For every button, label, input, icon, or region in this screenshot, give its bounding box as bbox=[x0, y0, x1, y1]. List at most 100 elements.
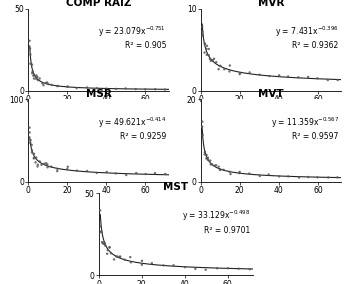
Point bbox=[31, 155, 37, 160]
Title: MVT: MVT bbox=[258, 89, 284, 99]
Point bbox=[199, 124, 205, 129]
Point bbox=[257, 72, 262, 77]
Point bbox=[55, 84, 61, 88]
Point bbox=[213, 60, 219, 64]
Point bbox=[37, 76, 43, 81]
Point bbox=[31, 151, 37, 156]
Point bbox=[29, 143, 34, 147]
Point bbox=[221, 168, 226, 172]
Point bbox=[31, 156, 37, 161]
Point bbox=[98, 230, 104, 234]
Point bbox=[105, 248, 111, 252]
Point bbox=[44, 80, 50, 85]
Point bbox=[204, 43, 210, 48]
Point bbox=[200, 119, 205, 124]
Point bbox=[162, 87, 168, 92]
Point bbox=[206, 53, 212, 57]
Point bbox=[209, 162, 215, 167]
Point bbox=[211, 57, 217, 61]
Point bbox=[204, 53, 210, 57]
Point bbox=[113, 87, 119, 91]
Point bbox=[202, 41, 208, 46]
Point bbox=[296, 175, 302, 180]
Point bbox=[208, 162, 214, 167]
Point bbox=[34, 75, 40, 79]
Point bbox=[55, 169, 60, 173]
Point bbox=[108, 251, 114, 256]
Point bbox=[217, 64, 222, 68]
Point bbox=[98, 224, 103, 229]
Title: MSR: MSR bbox=[86, 89, 112, 99]
Point bbox=[204, 153, 209, 157]
Point bbox=[216, 164, 221, 169]
Point bbox=[207, 57, 213, 61]
Point bbox=[45, 82, 51, 86]
Point bbox=[202, 50, 207, 55]
Point bbox=[122, 257, 127, 262]
Point bbox=[30, 69, 36, 74]
Point bbox=[236, 266, 241, 271]
Point bbox=[113, 254, 119, 259]
Point bbox=[27, 46, 33, 51]
Point bbox=[207, 158, 213, 163]
Point bbox=[208, 59, 214, 63]
Point bbox=[162, 172, 168, 176]
Title: COMP RAIZ: COMP RAIZ bbox=[66, 0, 131, 8]
Point bbox=[27, 39, 32, 43]
Point bbox=[99, 229, 104, 234]
Point bbox=[33, 160, 38, 165]
Point bbox=[143, 87, 148, 92]
Point bbox=[221, 67, 227, 72]
Point bbox=[218, 167, 223, 172]
Point bbox=[104, 251, 110, 256]
Point bbox=[124, 173, 129, 177]
Point bbox=[200, 33, 205, 37]
Point bbox=[225, 266, 231, 271]
Point bbox=[296, 75, 301, 80]
Point bbox=[104, 170, 109, 174]
Point bbox=[27, 130, 32, 135]
Point bbox=[49, 164, 54, 169]
Point bbox=[40, 83, 46, 87]
Point bbox=[43, 161, 49, 166]
Point bbox=[27, 125, 32, 130]
Point bbox=[206, 47, 212, 51]
Point bbox=[276, 73, 282, 78]
Point bbox=[203, 268, 208, 272]
Point bbox=[267, 74, 272, 78]
Point bbox=[39, 162, 44, 167]
Point bbox=[285, 174, 291, 179]
Point bbox=[205, 156, 211, 160]
Title: MVR: MVR bbox=[258, 0, 284, 8]
Point bbox=[94, 86, 100, 91]
Point bbox=[199, 24, 205, 29]
Point bbox=[203, 156, 209, 161]
Text: R² = 0.9701: R² = 0.9701 bbox=[204, 226, 250, 235]
Point bbox=[65, 164, 71, 169]
Point bbox=[152, 171, 158, 175]
Point bbox=[276, 174, 282, 179]
Point bbox=[237, 170, 243, 174]
Point bbox=[54, 84, 60, 88]
Point bbox=[200, 33, 205, 38]
Point bbox=[200, 133, 206, 137]
Text: R² = 0.9259: R² = 0.9259 bbox=[120, 132, 166, 141]
Point bbox=[202, 150, 208, 154]
Point bbox=[117, 255, 122, 259]
Point bbox=[102, 241, 107, 245]
Point bbox=[99, 240, 105, 245]
Point bbox=[128, 260, 134, 265]
Point bbox=[31, 74, 36, 78]
Point bbox=[139, 262, 145, 267]
Point bbox=[127, 255, 133, 259]
Point bbox=[202, 150, 208, 154]
Point bbox=[199, 125, 205, 129]
Point bbox=[182, 265, 188, 270]
Point bbox=[202, 41, 208, 46]
Point bbox=[246, 171, 252, 176]
Point bbox=[161, 263, 166, 268]
Point bbox=[27, 52, 33, 57]
Point bbox=[31, 73, 37, 77]
Point bbox=[237, 71, 243, 76]
Point bbox=[29, 150, 35, 155]
